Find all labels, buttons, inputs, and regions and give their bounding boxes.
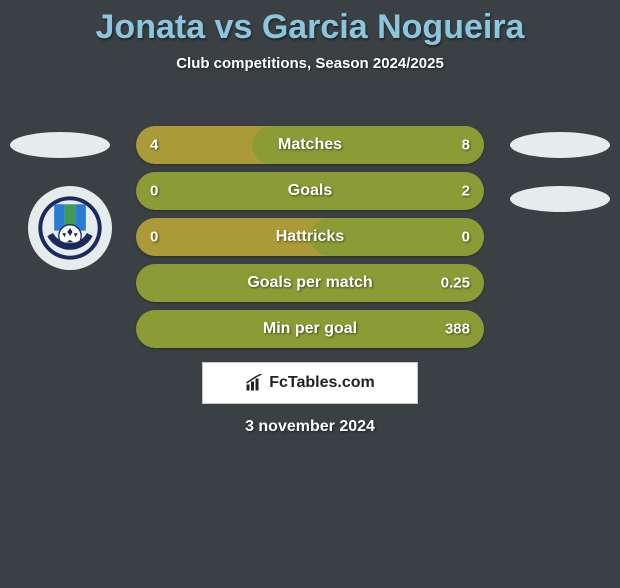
stat-pill-bg <box>136 264 484 302</box>
stat-row: Matches48 <box>136 126 484 164</box>
stat-row: Goals per match0.25 <box>136 264 484 302</box>
stat-value-right: 0.25 <box>441 275 470 292</box>
stat-row: Hattricks00 <box>136 218 484 256</box>
stat-row: Goals02 <box>136 172 484 210</box>
player-right-ellipse-2 <box>510 186 610 212</box>
stat-value-right: 8 <box>462 137 470 154</box>
stat-pill-bg <box>136 310 484 348</box>
stat-pill-bg <box>136 172 484 210</box>
club-badge <box>28 186 112 270</box>
stat-value-left: 0 <box>150 183 158 200</box>
stat-value-right: 2 <box>462 183 470 200</box>
stat-value-right: 0 <box>462 229 470 246</box>
stat-value-left: 0 <box>150 229 158 246</box>
club-badge-icon <box>37 195 103 261</box>
stat-fill-right <box>310 218 484 256</box>
page-title: Jonata vs Garcia Nogueira <box>0 8 620 47</box>
stat-row: Min per goal388 <box>136 310 484 348</box>
chart-icon <box>245 374 263 392</box>
subtitle: Club competitions, Season 2024/2025 <box>0 55 620 72</box>
player-right-ellipse-1 <box>510 132 610 158</box>
branding-box: FcTables.com <box>202 362 418 404</box>
stat-value-right: 388 <box>445 321 470 338</box>
stat-value-left: 4 <box>150 137 158 154</box>
branding-text: FcTables.com <box>269 374 375 392</box>
stat-rows: Matches48Goals02Hattricks00Goals per mat… <box>136 126 484 356</box>
date-text: 3 november 2024 <box>0 418 620 436</box>
player-left-ellipse <box>10 132 110 158</box>
stat-fill-right <box>252 126 484 164</box>
